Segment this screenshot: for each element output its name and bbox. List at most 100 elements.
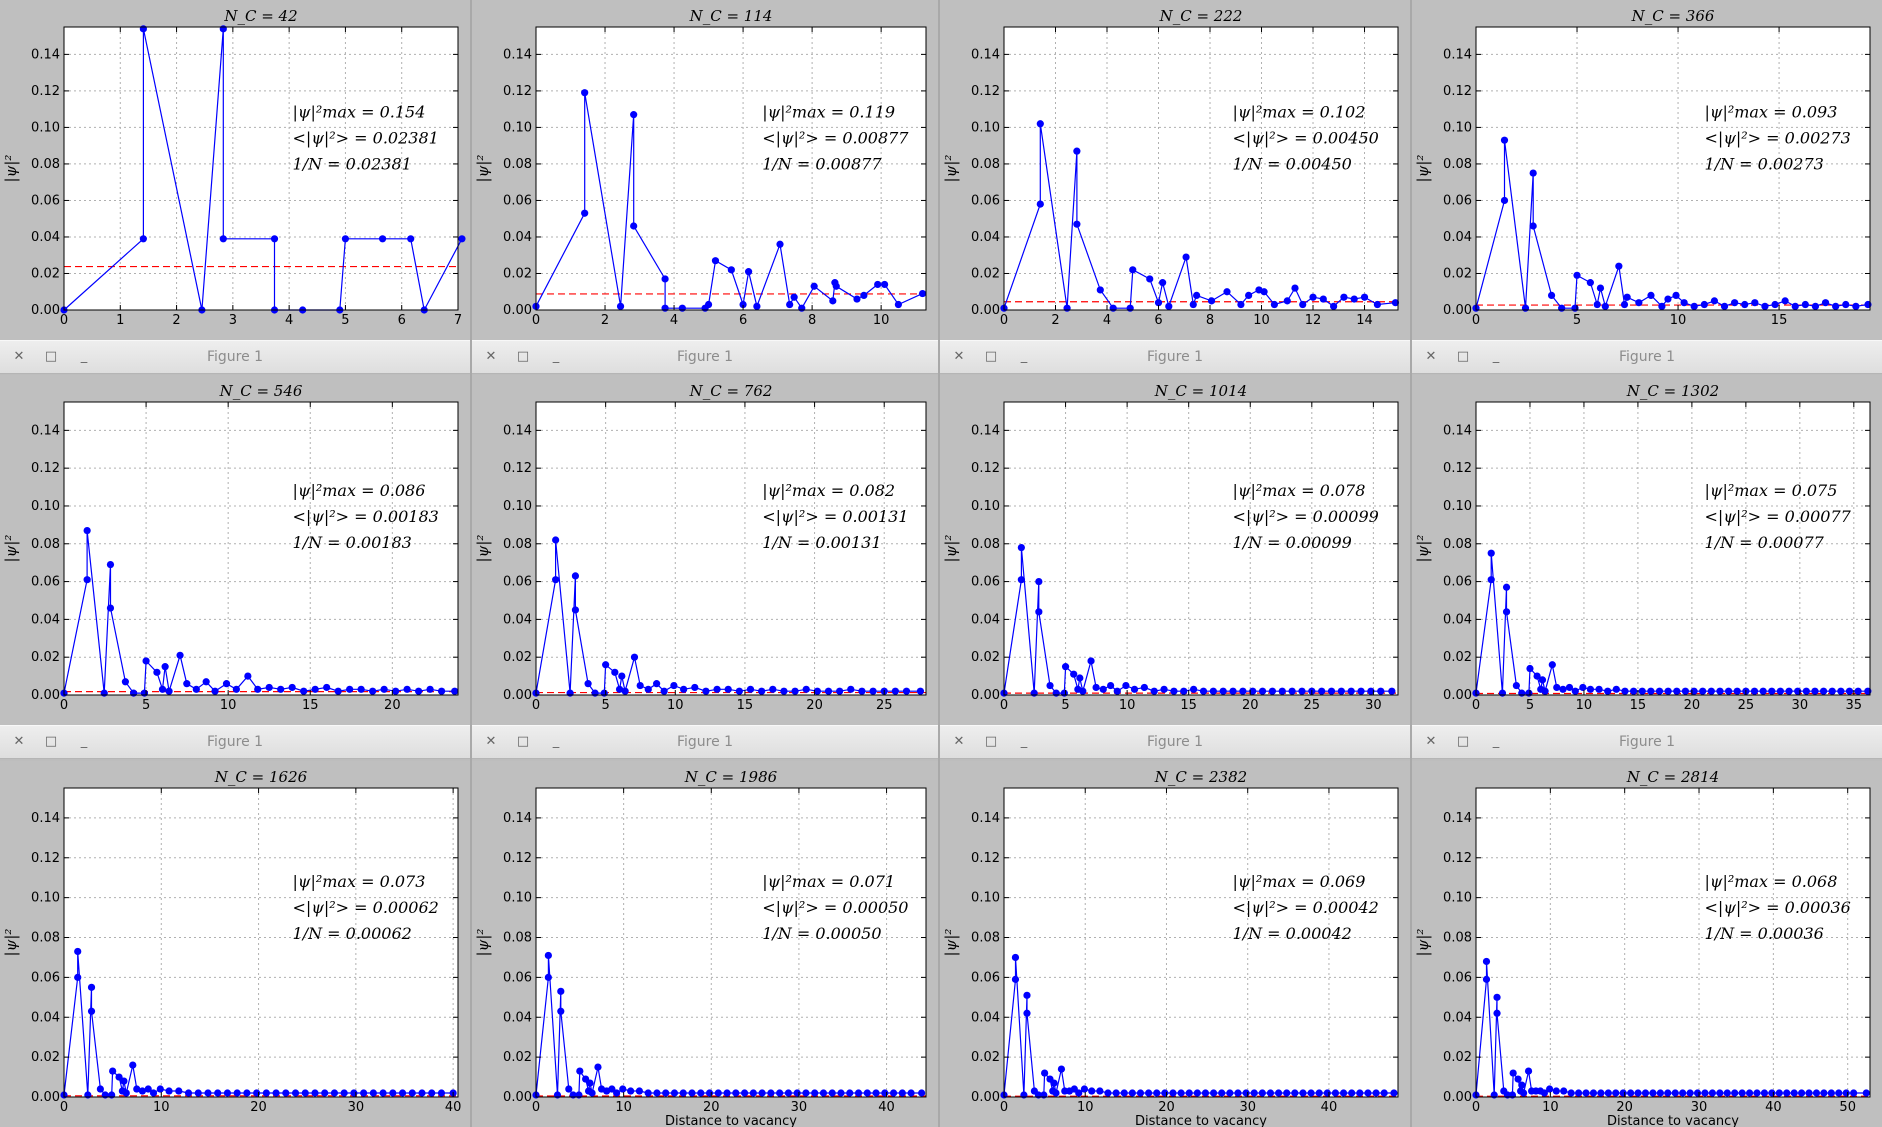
y-tick-label: 0.00 bbox=[31, 303, 60, 318]
y-tick-label: 0.04 bbox=[971, 230, 1000, 245]
plot-svg: 0.00 0.02 0.04 0.06 0.08 0.10 0.12 0.14 0 10 20 30 4… bbox=[474, 768, 927, 1127]
x-tick-label: 10 bbox=[615, 1100, 632, 1115]
data-point bbox=[1104, 1089, 1112, 1097]
data-point bbox=[277, 685, 285, 693]
window-titlebar[interactable]: Figure 1 ✕ □ _ bbox=[1412, 340, 1882, 374]
data-point bbox=[1299, 1089, 1307, 1097]
annotation-inv-n: 1/N = 0.00273 bbox=[1705, 155, 1824, 174]
data-point bbox=[735, 687, 743, 695]
data-point bbox=[1036, 200, 1044, 208]
axes-frame bbox=[63, 787, 459, 1098]
minimize-icon[interactable]: _ bbox=[1020, 734, 1028, 749]
x-tick-label: 6 bbox=[398, 313, 406, 328]
data-point bbox=[301, 1089, 309, 1097]
data-point bbox=[898, 1089, 906, 1097]
data-point bbox=[341, 235, 350, 243]
annotation-mean: <|ψ|²> = 0.00450 bbox=[1233, 129, 1379, 148]
data-point bbox=[705, 1089, 714, 1097]
maximize-icon[interactable]: □ bbox=[1456, 734, 1470, 749]
x-tick-label: 0 bbox=[1000, 698, 1008, 713]
x-tick-label: 10 bbox=[220, 698, 237, 713]
y-tick-label: 0.02 bbox=[1443, 266, 1472, 281]
minimize-icon[interactable]: _ bbox=[1020, 349, 1028, 364]
data-point bbox=[1573, 271, 1581, 279]
data-point bbox=[916, 687, 925, 695]
series-line bbox=[63, 530, 455, 694]
y-tick-label: 0.06 bbox=[1443, 970, 1472, 985]
close-icon[interactable]: ✕ bbox=[485, 349, 497, 364]
window-titlebar[interactable]: Figure 1 ✕ □ _ bbox=[940, 725, 1410, 759]
minimize-icon[interactable]: _ bbox=[80, 734, 88, 749]
data-point bbox=[1319, 295, 1327, 303]
data-point bbox=[1500, 196, 1509, 205]
data-point bbox=[392, 687, 400, 695]
window-title: Figure 1 bbox=[676, 349, 734, 365]
plot-title: N_C = 222 bbox=[1159, 7, 1243, 25]
minimize-icon[interactable]: _ bbox=[80, 349, 88, 364]
minimize-icon[interactable]: _ bbox=[552, 349, 560, 364]
data-point bbox=[802, 685, 810, 693]
data-point bbox=[881, 1089, 889, 1097]
plot-title: N_C = 2382 bbox=[1154, 768, 1247, 786]
minimize-icon[interactable]: _ bbox=[552, 734, 560, 749]
maximize-icon[interactable]: □ bbox=[516, 349, 530, 364]
close-icon[interactable]: ✕ bbox=[485, 734, 497, 749]
maximize-icon[interactable]: □ bbox=[516, 734, 530, 749]
y-axis-label: |ψ|² bbox=[942, 155, 960, 183]
data-point bbox=[1753, 1089, 1761, 1097]
minimize-icon[interactable]: _ bbox=[1492, 734, 1500, 749]
data-point bbox=[602, 661, 610, 669]
close-icon[interactable]: ✕ bbox=[13, 349, 25, 364]
data-point bbox=[1170, 687, 1178, 695]
data-point bbox=[1745, 1089, 1754, 1097]
window-titlebar[interactable]: Figure 1 ✕ □ _ bbox=[472, 340, 938, 374]
plot-title: N_C = 42 bbox=[223, 7, 297, 25]
data-point bbox=[553, 1091, 562, 1099]
minimize-icon[interactable]: _ bbox=[1492, 349, 1500, 364]
data-point bbox=[1367, 687, 1375, 695]
data-point bbox=[1364, 1089, 1372, 1097]
data-point bbox=[1274, 1089, 1283, 1097]
window-titlebar[interactable]: Figure 1 ✕ □ _ bbox=[940, 340, 1410, 374]
window-title: Figure 1 bbox=[1146, 349, 1204, 365]
close-icon[interactable]: ✕ bbox=[1425, 349, 1437, 364]
data-point bbox=[1781, 297, 1789, 305]
y-tick-label: 0.02 bbox=[31, 650, 60, 665]
data-point bbox=[1330, 302, 1338, 310]
maximize-icon[interactable]: □ bbox=[984, 349, 998, 364]
maximize-icon[interactable]: □ bbox=[44, 349, 58, 364]
data-point bbox=[288, 683, 296, 692]
data-point bbox=[1801, 300, 1809, 309]
y-tick-label: 0.00 bbox=[1443, 688, 1472, 703]
close-icon[interactable]: ✕ bbox=[1425, 734, 1437, 749]
close-icon[interactable]: ✕ bbox=[13, 734, 25, 749]
window-titlebar[interactable]: Figure 1 ✕ □ _ bbox=[0, 340, 470, 374]
maximize-icon[interactable]: □ bbox=[984, 734, 998, 749]
close-icon[interactable]: ✕ bbox=[953, 349, 965, 364]
data-point bbox=[1509, 1069, 1517, 1077]
window-titlebar[interactable]: Figure 1 ✕ □ _ bbox=[1412, 725, 1882, 759]
x-tick-label: 30 bbox=[1365, 698, 1382, 713]
data-point bbox=[1771, 300, 1779, 309]
annotation-inv-n: 1/N = 0.00099 bbox=[1233, 533, 1352, 552]
y-axis-label: |ψ|² bbox=[942, 535, 960, 563]
maximize-icon[interactable]: □ bbox=[44, 734, 58, 749]
data-point bbox=[1199, 687, 1208, 695]
data-point bbox=[581, 89, 589, 97]
plot-svg: 0.00 0.02 0.04 0.06 0.08 0.10 0.12 0.14 0 2 4 6 8 10 1… bbox=[942, 7, 1400, 328]
data-point bbox=[1011, 975, 1020, 983]
window-titlebar[interactable]: Figure 1 ✕ □ _ bbox=[0, 725, 470, 759]
data-point bbox=[1547, 291, 1556, 299]
close-icon[interactable]: ✕ bbox=[953, 734, 965, 749]
x-tick-label: 10 bbox=[1119, 698, 1136, 713]
data-point bbox=[1159, 279, 1167, 287]
y-tick-label: 0.10 bbox=[1443, 120, 1472, 135]
data-point bbox=[153, 668, 161, 676]
annotation-psi-max: |ψ|²max = 0.102 bbox=[1233, 103, 1366, 122]
maximize-icon[interactable]: □ bbox=[1456, 349, 1470, 364]
data-point bbox=[1331, 1089, 1340, 1097]
data-point bbox=[426, 685, 434, 693]
y-tick-label: 0.14 bbox=[31, 811, 60, 826]
data-point bbox=[1832, 302, 1840, 310]
window-titlebar[interactable]: Figure 1 ✕ □ _ bbox=[472, 725, 938, 759]
